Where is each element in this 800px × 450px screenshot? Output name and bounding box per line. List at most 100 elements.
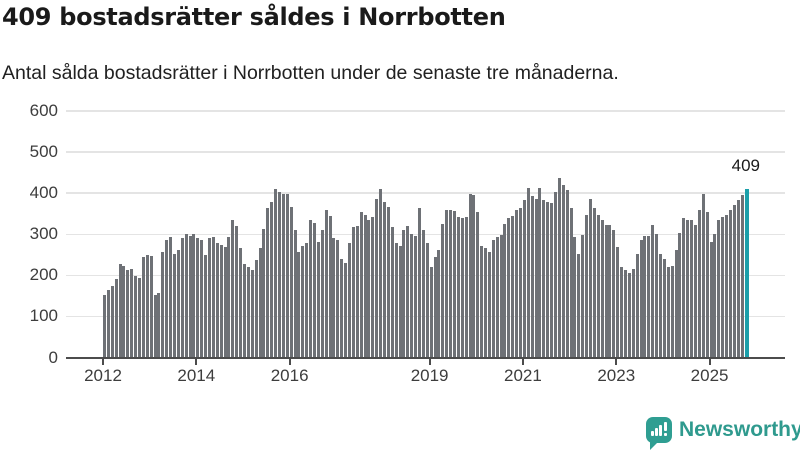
y-axis: 0 100 200 300 400 500 600	[0, 0, 58, 400]
bar	[437, 249, 441, 357]
bar	[274, 189, 278, 357]
x-axis-label: 2021	[504, 366, 542, 385]
chart-subtitle: Antal sålda bostadsrätter i Norrbotten u…	[2, 62, 619, 84]
y-axis-label: 100	[29, 306, 58, 326]
bar	[662, 258, 666, 357]
x-axis-tick	[102, 359, 104, 365]
bar	[242, 263, 246, 357]
bar	[592, 208, 596, 357]
bar	[631, 268, 635, 357]
bar	[184, 233, 188, 357]
bar	[332, 238, 336, 357]
bar	[647, 235, 651, 357]
bar	[340, 258, 344, 357]
bar	[441, 223, 445, 357]
y-axis-label: 200	[29, 265, 58, 285]
bar	[262, 229, 266, 357]
bar-chart-bubble-icon	[646, 417, 672, 443]
bar	[207, 238, 211, 357]
bar	[406, 226, 410, 357]
bar	[219, 245, 223, 357]
bar	[421, 230, 425, 357]
x-axis-label: 2019	[410, 366, 449, 385]
bar	[103, 295, 106, 357]
bar	[620, 266, 624, 357]
bar	[188, 235, 192, 357]
bar	[561, 184, 565, 357]
x-axis-tick	[708, 359, 711, 365]
bar	[227, 236, 231, 357]
y-axis-label: 600	[29, 100, 58, 120]
bar	[165, 240, 169, 357]
bar	[153, 295, 157, 357]
bar	[643, 235, 647, 357]
bar	[379, 189, 383, 357]
bar	[336, 240, 340, 357]
bar	[277, 191, 281, 357]
y-axis-label: 400	[29, 182, 58, 202]
bar	[526, 188, 530, 357]
bar	[297, 252, 301, 357]
bar	[347, 243, 351, 357]
bar	[130, 268, 134, 357]
x-axis-label: 2025	[690, 366, 729, 385]
bar	[106, 290, 110, 357]
bar	[624, 270, 628, 357]
bar	[721, 216, 725, 357]
bar	[565, 189, 569, 357]
bar	[305, 243, 309, 357]
bar	[736, 200, 740, 357]
bar	[169, 236, 173, 357]
bar	[433, 257, 437, 357]
bar	[145, 254, 149, 357]
bar	[585, 214, 589, 357]
bar	[655, 233, 659, 357]
y-axis-label: 300	[29, 224, 58, 243]
bar	[118, 263, 122, 357]
bar	[351, 227, 355, 357]
bar	[639, 240, 643, 357]
bar	[289, 206, 293, 357]
bar	[732, 205, 736, 357]
x-axis-label: 2016	[270, 366, 309, 385]
bar	[581, 235, 585, 357]
bar	[464, 216, 468, 357]
bar	[157, 293, 161, 357]
bar	[320, 230, 324, 357]
bar	[701, 193, 705, 357]
bar	[172, 253, 176, 357]
gridline	[66, 315, 785, 318]
bar	[285, 193, 289, 357]
bar	[316, 241, 320, 357]
bar	[192, 233, 196, 357]
bar	[149, 256, 153, 357]
x-axis-tick	[428, 359, 431, 365]
bar	[429, 266, 433, 357]
bar	[254, 260, 258, 357]
x-axis-tick	[615, 359, 618, 365]
bar	[359, 211, 363, 357]
bar	[161, 252, 165, 357]
bar	[686, 219, 690, 357]
bar	[484, 247, 488, 357]
y-axis-label: 0	[48, 347, 58, 367]
bar	[491, 240, 495, 357]
bar	[573, 236, 577, 357]
gridline	[66, 151, 785, 153]
bar	[542, 200, 546, 357]
bar	[398, 246, 402, 357]
bar	[386, 206, 390, 357]
bar	[258, 247, 262, 357]
bar	[709, 241, 713, 357]
bar	[740, 195, 744, 357]
bar	[651, 225, 655, 357]
bar	[394, 243, 398, 357]
bar	[456, 216, 460, 357]
x-axis-tick	[288, 359, 291, 365]
bar	[507, 218, 511, 357]
bar	[600, 219, 604, 357]
gridline	[66, 274, 785, 277]
bar	[460, 218, 464, 357]
bar-chart-plot-area	[66, 110, 785, 359]
bar	[729, 210, 733, 357]
